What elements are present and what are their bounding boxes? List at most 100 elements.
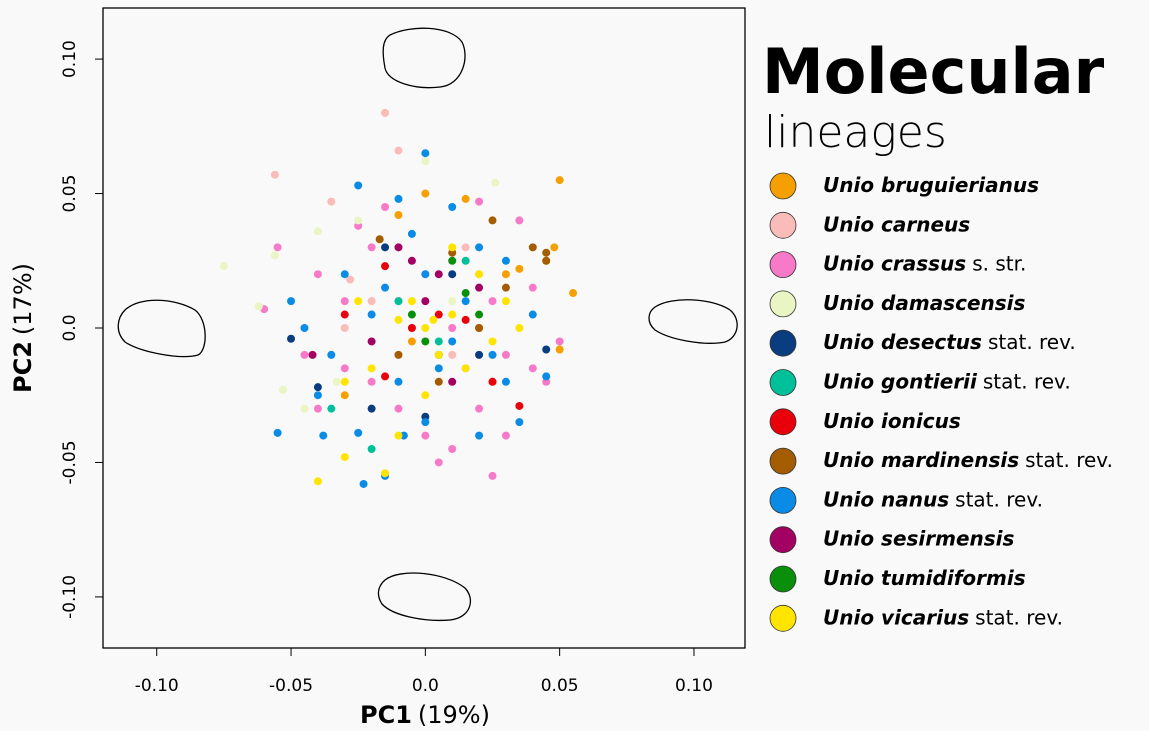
x-tick-label: 0.05 <box>541 676 579 696</box>
legend-name: Unio carneus <box>823 212 970 236</box>
legend-subtitle: lineages <box>764 107 947 158</box>
point <box>448 351 456 359</box>
legend-swatch <box>770 566 796 592</box>
point <box>502 270 510 278</box>
point <box>502 297 510 305</box>
point <box>309 351 317 359</box>
point <box>488 337 496 345</box>
point <box>475 311 483 319</box>
legend-name: Unio desectus <box>823 330 982 354</box>
point <box>314 391 322 399</box>
point <box>515 216 523 224</box>
point <box>327 351 335 359</box>
x-axis-title: PC1(19%) <box>360 701 490 729</box>
point <box>354 216 362 224</box>
point <box>274 429 282 437</box>
chart: PC1(19%) PC2(17%) Molecular lineages -0.… <box>0 0 1149 731</box>
legend-entry: Unio carneus <box>823 212 970 236</box>
point <box>435 364 443 372</box>
point <box>462 289 470 297</box>
point <box>279 386 287 394</box>
legend-swatch <box>770 212 796 238</box>
point <box>341 311 349 319</box>
legend-swatch <box>770 448 796 474</box>
x-tick-label: 0.0 <box>412 676 439 696</box>
point <box>360 480 368 488</box>
legend-name: Unio sesirmensis <box>823 526 1015 550</box>
point <box>300 405 308 413</box>
point <box>300 351 308 359</box>
point <box>435 337 443 345</box>
point <box>448 243 456 251</box>
point <box>421 391 429 399</box>
point <box>341 324 349 332</box>
point <box>421 149 429 157</box>
point <box>488 216 496 224</box>
point <box>421 190 429 198</box>
legend-name: Unio mardinensis <box>823 448 1019 472</box>
legend-status: stat. rev. <box>955 487 1043 511</box>
legend-name: Unio vicarius <box>823 605 969 629</box>
x-axis-note: (19%) <box>418 701 490 729</box>
point <box>421 337 429 345</box>
point <box>435 270 443 278</box>
legend-name: Unio tumidiformis <box>823 566 1026 590</box>
legend-status: s. str. <box>972 251 1026 275</box>
point <box>448 297 456 305</box>
point <box>421 297 429 305</box>
point <box>368 405 376 413</box>
point <box>271 171 279 179</box>
legend-name: Unio damascensis <box>823 290 1026 314</box>
point <box>381 469 389 477</box>
point <box>368 364 376 372</box>
point <box>341 364 349 372</box>
point <box>550 243 558 251</box>
point <box>368 311 376 319</box>
point <box>475 432 483 440</box>
y-tick-label: 0.05 <box>60 175 80 213</box>
point <box>421 432 429 440</box>
point <box>333 378 341 386</box>
legend-swatch <box>770 291 796 317</box>
legend-status: stat. rev. <box>975 605 1063 629</box>
point <box>381 109 389 117</box>
point <box>556 346 564 354</box>
point <box>341 391 349 399</box>
point <box>462 195 470 203</box>
x-tick-label: -0.05 <box>269 676 313 696</box>
point <box>271 251 279 259</box>
point <box>381 203 389 211</box>
point <box>448 311 456 319</box>
point <box>502 284 510 292</box>
point <box>394 147 402 155</box>
point <box>314 405 322 413</box>
point <box>462 257 470 265</box>
legend-status: stat. rev. <box>983 369 1071 393</box>
point <box>354 297 362 305</box>
legend-swatch <box>770 252 796 278</box>
point <box>448 324 456 332</box>
point <box>314 227 322 235</box>
point <box>381 243 389 251</box>
point <box>341 270 349 278</box>
point <box>556 337 564 345</box>
point <box>502 257 510 265</box>
point <box>488 378 496 386</box>
point <box>314 383 322 391</box>
legend-name: Unio bruguierianus <box>823 173 1039 197</box>
point <box>421 418 429 426</box>
point <box>394 405 402 413</box>
point <box>515 402 523 410</box>
point <box>569 289 577 297</box>
y-axis-name: PC2 <box>9 341 37 393</box>
point <box>408 257 416 265</box>
point <box>381 372 389 380</box>
point <box>368 337 376 345</box>
point <box>381 284 389 292</box>
legend-status: stat. rev. <box>988 330 1076 354</box>
point <box>462 364 470 372</box>
point <box>300 324 308 332</box>
